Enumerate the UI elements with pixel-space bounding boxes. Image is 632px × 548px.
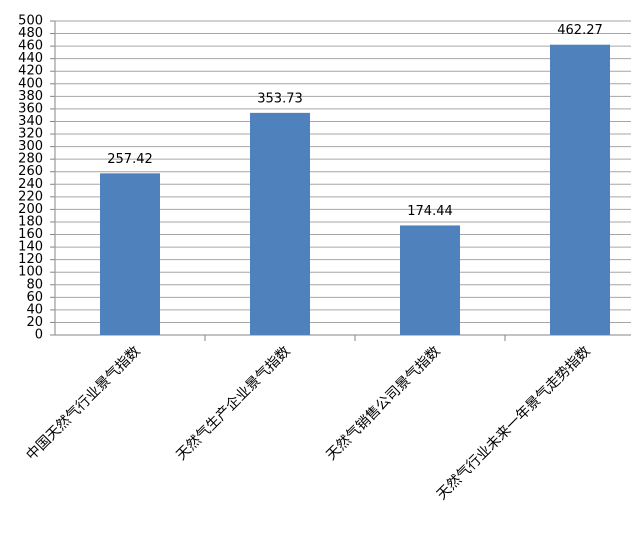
bar xyxy=(400,225,460,335)
x-tick-label: 天然气销售公司景气指数 xyxy=(323,343,444,464)
y-tick-label: 260 xyxy=(18,164,43,179)
y-tick-label: 220 xyxy=(18,189,43,204)
bar xyxy=(100,173,160,335)
y-tick-label: 140 xyxy=(18,240,43,255)
y-tick-label: 40 xyxy=(26,302,43,317)
y-tick-label: 420 xyxy=(18,64,43,79)
data-label: 257.42 xyxy=(107,152,153,167)
y-tick-label: 0 xyxy=(35,328,43,343)
y-tick-label: 180 xyxy=(18,214,43,229)
y-tick-label: 380 xyxy=(18,89,43,104)
y-tick-label: 480 xyxy=(18,26,43,41)
data-label: 174.44 xyxy=(407,204,453,219)
y-tick-label: 60 xyxy=(26,290,43,305)
y-tick-label: 460 xyxy=(18,39,43,54)
y-tick-label: 440 xyxy=(18,51,43,66)
y-tick-label: 200 xyxy=(18,202,43,217)
y-tick-label: 100 xyxy=(18,265,43,280)
y-tick-label: 340 xyxy=(18,114,43,129)
y-tick-label: 20 xyxy=(26,315,43,330)
bar xyxy=(550,44,610,336)
data-label: 353.73 xyxy=(257,91,303,106)
y-tick-label: 360 xyxy=(18,101,43,116)
bar xyxy=(250,112,310,335)
y-tick-label: 320 xyxy=(18,127,43,142)
y-tick-label: 280 xyxy=(18,152,43,167)
y-tick-label: 80 xyxy=(26,277,43,292)
x-tick-label: 天然气行业未来一年景气走势指数 xyxy=(433,343,594,504)
x-tick-label: 天然气生产企业景气指数 xyxy=(173,343,294,464)
y-tick-label: 500 xyxy=(18,14,43,29)
y-tick-label: 160 xyxy=(18,227,43,242)
y-tick-label: 400 xyxy=(18,76,43,91)
data-label: 462.27 xyxy=(557,23,603,38)
y-tick-label: 300 xyxy=(18,139,43,154)
x-tick-label: 中国天然气行业景气指数 xyxy=(23,343,144,464)
y-tick-label: 120 xyxy=(18,252,43,267)
y-tick-label: 240 xyxy=(18,177,43,192)
